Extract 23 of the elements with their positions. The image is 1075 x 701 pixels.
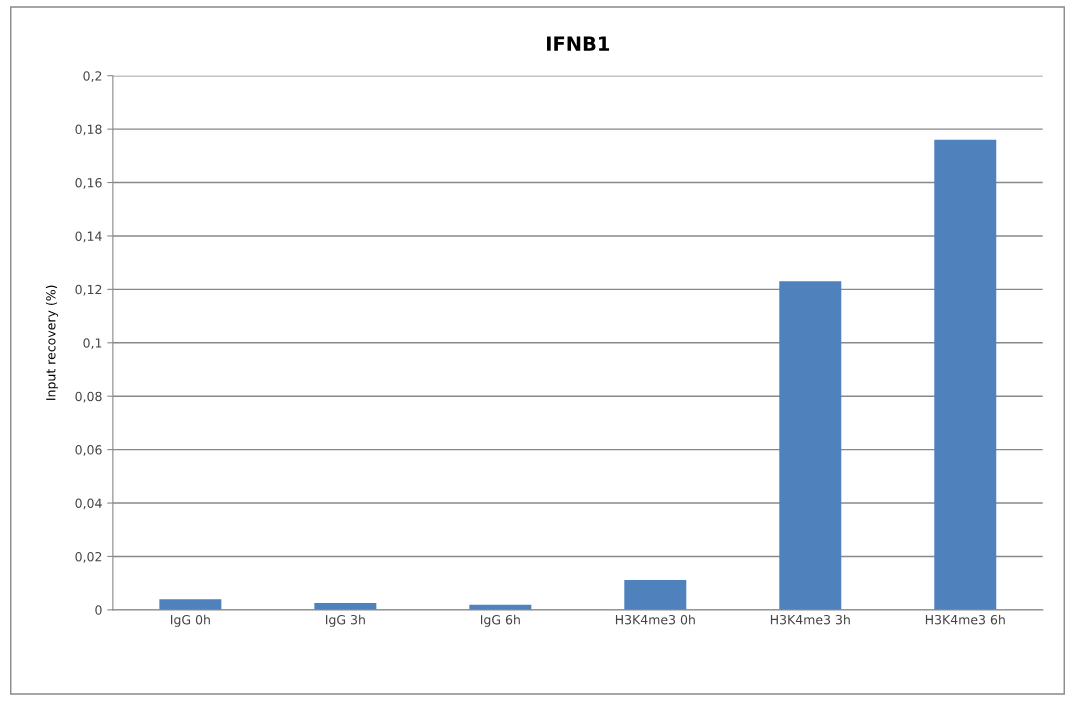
y-tick-label: 0,1 <box>83 338 102 349</box>
y-tick-label: 0,12 <box>75 284 102 296</box>
y-tick-label: 0 <box>95 605 102 615</box>
x-tick-label: IgG 3h <box>325 614 365 627</box>
x-tick-label: H3K4me3 3h <box>770 614 850 625</box>
bar <box>159 599 222 610</box>
y-tick-label: 0,08 <box>75 391 102 403</box>
y-tick-label: 0,14 <box>75 231 102 243</box>
y-tick-label: 0,02 <box>75 551 102 563</box>
y-tick-label: 0,18 <box>75 124 102 136</box>
bar <box>624 579 687 610</box>
y-tick-label: 0,04 <box>75 498 102 510</box>
x-tick-label: IgG 0h <box>171 614 210 627</box>
y-axis-title: Input recovery (%) <box>45 285 58 400</box>
chart-title: IFNB1 <box>547 36 610 51</box>
x-tick-label: H3K4me3 6h <box>925 614 1005 625</box>
y-tick-label: 0,2 <box>83 71 102 82</box>
y-tick-label: 0,06 <box>75 445 102 456</box>
y-tick-label: 0,16 <box>75 178 102 189</box>
x-tick-label: H3K4me3 0h <box>615 614 695 625</box>
bar <box>779 281 842 610</box>
bar <box>934 139 997 610</box>
x-tick-label: IgG 6h <box>480 614 520 627</box>
